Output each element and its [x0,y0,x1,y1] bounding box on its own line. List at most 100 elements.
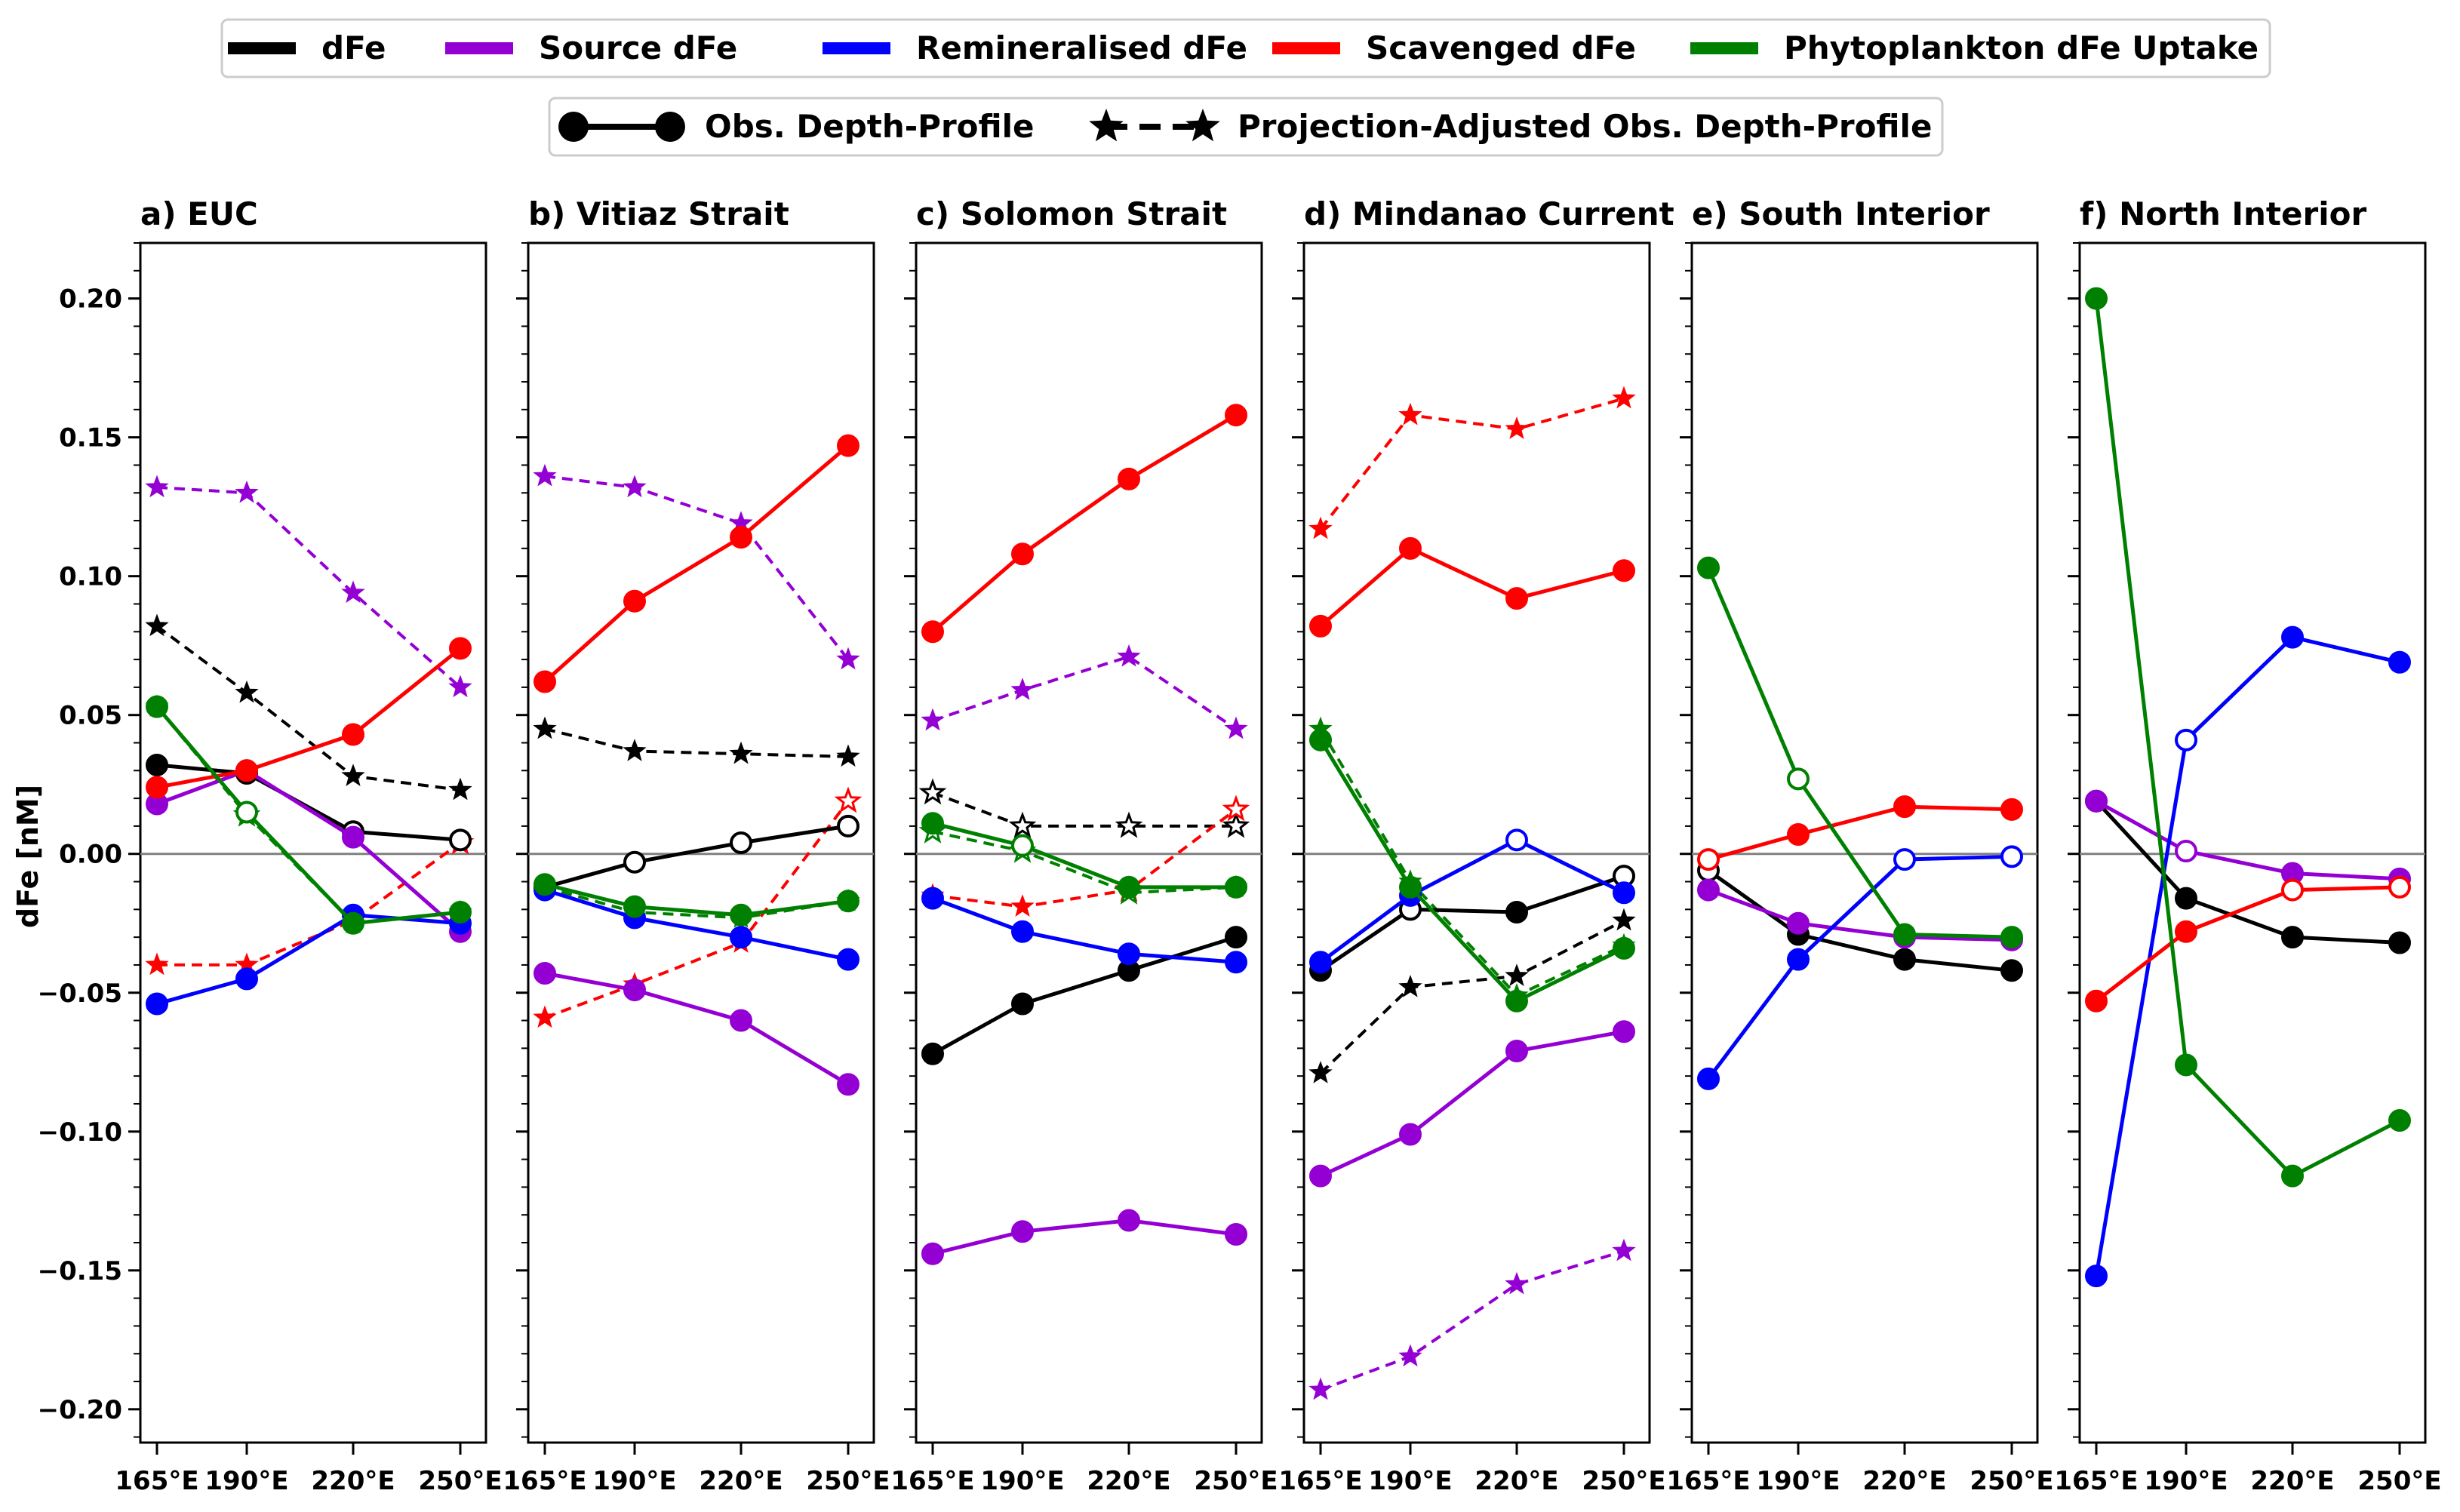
series-line [1707,868,2013,973]
data-point [2085,789,2108,813]
data-point [2281,878,2304,902]
data-point [1893,948,1916,971]
legend-adjusted-marker [1185,109,1220,142]
y-tick-label: 0.00 [59,840,122,870]
data-point [1505,989,1528,1013]
data-point-star [1222,811,1250,838]
x-tick-label: 190°E [980,1466,1064,1496]
series-remineralised-dfe-obs [146,903,472,1016]
data-point [1893,923,1916,946]
component-legend-frame [220,18,2271,78]
data-point [730,831,752,854]
x-tick-label: 250°E [2357,1466,2441,1496]
data-point [1225,404,1247,427]
series-remineralised-dfe-obs [1697,845,2023,1090]
series-dfe-obs [2085,789,2411,954]
data-point [730,526,752,549]
data-point [1697,556,1720,579]
data-point [1505,587,1528,610]
y-axis-label: dFe [nM] [11,785,45,928]
data-point [2175,887,2197,910]
panel-4: d) Mindanao Current 165°E 190°E 220°E 250°E [1278,195,1674,1496]
data-point [1399,536,1422,560]
panel-6: f) North Interior 165°E 190°E 220°E 250°E [2054,195,2441,1496]
series-line [156,913,461,1006]
data-point [623,895,646,918]
series-line [543,444,850,684]
series-line [544,824,849,890]
data-point [146,695,168,718]
axes-frame [2078,241,2427,1444]
data-point [1399,1123,1422,1146]
data-point-star [533,716,557,739]
series-line [1319,545,1625,628]
x-tick-label: 165°E [1666,1466,1750,1496]
data-point-star [1612,1238,1636,1262]
data-point [342,723,364,746]
series-line [544,475,850,661]
series-line [544,882,849,917]
y-tick-label: −0.20 [38,1395,122,1425]
data-point-star [1224,716,1248,739]
series-line [544,727,849,758]
data-point [449,901,472,924]
data-point-star [1505,416,1529,439]
legend-label-source-dfe: Source dFe [539,29,737,66]
x-tick-label: 190°E [204,1466,288,1496]
x-tick-label: 220°E [1862,1466,1946,1496]
data-point [235,967,258,991]
series-line [544,971,850,1086]
data-point [1011,542,1034,566]
panel-title: c) Solomon Strait [916,195,1227,232]
data-point-star [145,952,169,976]
data-point-star [1398,974,1422,997]
data-point [1893,795,1916,819]
series-scavenged-dfe-obs [2085,875,2411,1013]
data-point [1225,926,1247,949]
data-point [1225,951,1247,974]
series-scavenged-dfe-obs [921,404,1247,644]
series-source-dfe-obs [1309,1020,1635,1188]
series-line [2095,799,2400,881]
axes-frame [1690,241,2039,1444]
x-tick-label: 220°E [311,1466,395,1496]
data-point [2000,797,2023,821]
data-point [730,1009,752,1032]
panel-title: d) Mindanao Current [1304,195,1674,232]
x-tick-label: 165°E [2054,1466,2138,1496]
data-point [2388,650,2411,674]
data-point-star [623,475,647,498]
panel-1: a) EUC 0.20 0.15 0.10 0.05 0.00 −0.05 −0.10 −0.1… [38,195,503,1496]
series-source-dfe-obs [534,961,859,1096]
data-point [2388,1109,2411,1132]
series-line [932,896,1237,964]
series-line [931,935,1237,1056]
series-dfe-adjusted [145,613,472,801]
data-point [1697,848,1720,871]
series-source-dfe-adjusted [533,463,860,670]
x-tick-label: 165°E [115,1466,198,1496]
data-point-star [1505,1271,1529,1295]
data-point [730,926,752,949]
panel-2: b) Vitiaz Strait 165°E 190°E 220°E 250°E [503,195,890,1496]
series-scavenged-dfe-adjusted [921,794,1250,917]
series-line [2094,635,2400,1277]
series-line [931,413,1238,634]
axes-frame [915,241,1263,1444]
data-point [837,890,859,913]
panel-title: a) EUC [140,195,258,232]
data-point [1011,992,1034,1016]
x-tick-label: 220°E [699,1466,783,1496]
data-point [1505,828,1528,852]
series-line [544,885,849,920]
series-line [2095,800,2400,945]
series-source-dfe-obs [921,1209,1247,1265]
data-point [2175,728,2197,751]
series-line [156,763,461,842]
data-point [2085,287,2108,310]
data-point [1225,1222,1247,1246]
series-dfe-obs [146,753,472,852]
data-point [1011,920,1034,943]
data-point-star [1398,1344,1422,1367]
series-source-dfe-obs [1697,878,2023,951]
